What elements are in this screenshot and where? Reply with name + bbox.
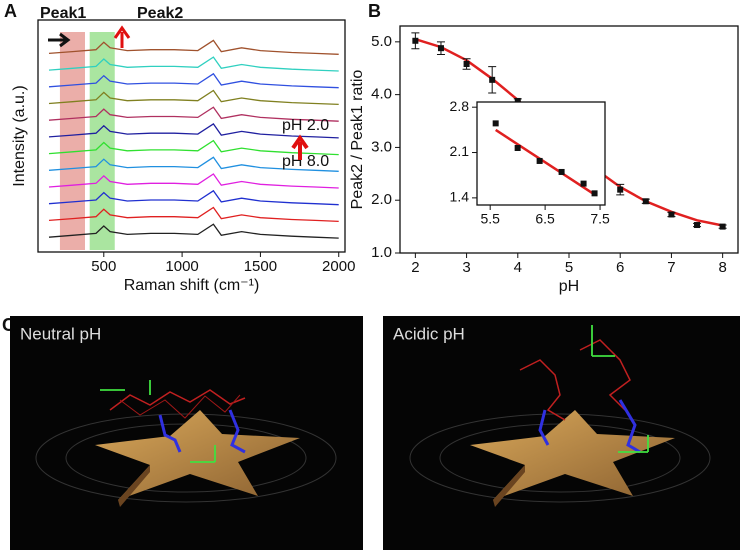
data-point (514, 144, 521, 151)
y-tick-label: 4.0 (371, 86, 392, 103)
x-tick-label: 4 (514, 259, 522, 276)
x-axis-label: Raman shift (cm⁻¹) (124, 277, 260, 294)
x-tick-label: 5.5 (480, 211, 500, 227)
data-point (463, 61, 470, 68)
y-tick-label: 1.4 (450, 189, 470, 205)
image-title: Neutral pH (20, 324, 101, 343)
data-point (642, 198, 649, 205)
spectrum-line (48, 89, 339, 106)
x-tick-label: 500 (91, 258, 116, 275)
spectrum-line (48, 72, 339, 89)
y-tick-label: 2.1 (450, 143, 470, 159)
panel-label: B (368, 1, 381, 21)
y-tick-label: 3.0 (371, 138, 392, 155)
data-point (694, 222, 701, 229)
x-tick-label: 5 (565, 259, 573, 276)
data-point (492, 120, 499, 127)
x-tick-label: 2 (411, 259, 419, 276)
x-tick-label: 1000 (165, 258, 198, 275)
spectrum-line (48, 206, 339, 223)
y-tick-label: 2.8 (450, 98, 470, 114)
highlight-band (89, 32, 115, 250)
annotation: Peak2 (137, 5, 183, 22)
y-tick-label: 5.0 (371, 33, 392, 50)
x-tick-label: 7.5 (590, 211, 610, 227)
spectrum-line (48, 139, 339, 156)
y-axis-label: Peak2 / Peak1 ratio (349, 70, 366, 210)
panel-label: A (4, 1, 17, 21)
y-tick-label: 1.0 (371, 244, 392, 261)
spectrum-line (48, 156, 339, 172)
y-axis-label: Intensity (a.u.) (11, 85, 28, 186)
x-tick-label: 6 (616, 259, 624, 276)
arrow (113, 25, 131, 48)
spectrum-line (48, 223, 339, 239)
spectrum-line (48, 189, 339, 206)
spectrum-line (48, 173, 339, 189)
x-tick-label: 6.5 (535, 211, 555, 227)
data-point (617, 186, 624, 193)
spectrum-line (48, 106, 339, 122)
x-tick-label: 3 (462, 259, 470, 276)
render-acidic: Acidic pH (383, 316, 740, 550)
annotation: pH 8.0 (282, 153, 329, 170)
data-point (514, 97, 521, 104)
y-tick-label: 2.0 (371, 191, 392, 208)
x-axis-label: pH (559, 278, 579, 295)
data-point (536, 157, 543, 164)
data-point (719, 223, 726, 230)
data-point (668, 211, 675, 218)
annotation: pH 2.0 (282, 117, 329, 134)
x-tick-label: 1500 (244, 258, 277, 275)
data-point (412, 37, 419, 44)
arrow (291, 134, 309, 160)
data-point (591, 190, 598, 197)
data-point (558, 168, 565, 175)
x-tick-label: 8 (718, 259, 726, 276)
x-tick-label: 2000 (322, 258, 355, 275)
image-title: Acidic pH (393, 324, 465, 343)
data-point (437, 45, 444, 52)
fit-line (495, 128, 596, 196)
spectrum-line (48, 56, 339, 72)
data-point (580, 180, 587, 187)
x-tick-label: 7 (667, 259, 675, 276)
plot-frame (37, 19, 346, 253)
spectrum-line (48, 39, 339, 55)
spectrum-line (48, 123, 339, 139)
render-neutral: Neutral pH (10, 316, 363, 550)
arrow (48, 32, 71, 48)
data-point (489, 76, 496, 83)
annotation: Peak1 (40, 5, 86, 22)
